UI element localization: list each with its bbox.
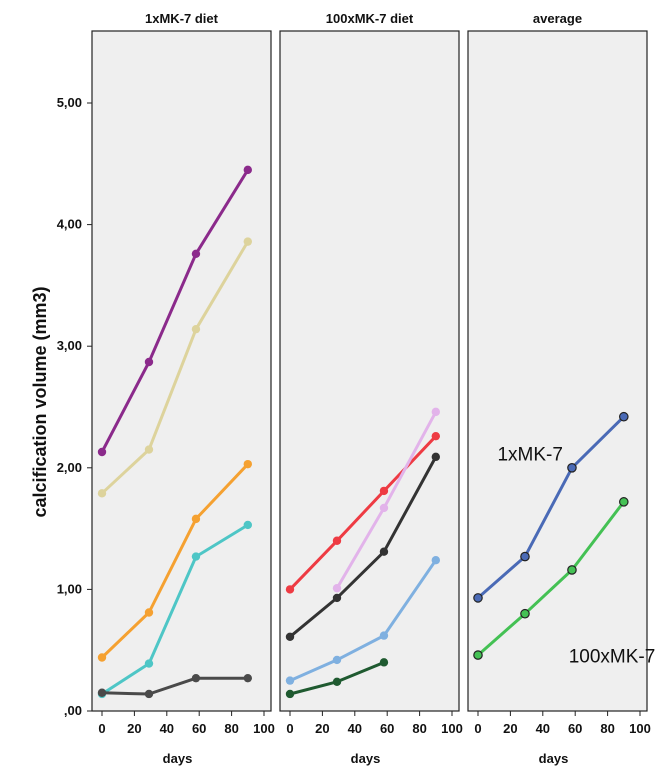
data-point bbox=[144, 689, 154, 699]
data-point bbox=[379, 503, 389, 513]
data-point bbox=[285, 632, 295, 642]
data-point bbox=[191, 514, 201, 524]
data-point bbox=[144, 445, 154, 454]
y-axis-title: calcification volume (mm3) bbox=[30, 286, 50, 517]
data-point bbox=[285, 585, 295, 594]
data-point bbox=[97, 447, 107, 457]
x-tick-label: 100 bbox=[441, 721, 463, 736]
x-axis-title: days bbox=[163, 751, 193, 766]
x-axis-title: days bbox=[351, 751, 381, 766]
data-point bbox=[332, 677, 342, 687]
x-tick-label: 100 bbox=[629, 721, 651, 736]
data-point bbox=[473, 650, 483, 660]
data-point bbox=[379, 658, 389, 667]
data-point bbox=[473, 593, 483, 603]
series-line bbox=[288, 455, 438, 639]
x-axis-title: days bbox=[539, 751, 569, 766]
data-point bbox=[243, 673, 252, 683]
x-tick-label: 0 bbox=[286, 721, 293, 736]
data-point bbox=[191, 552, 201, 561]
panel-3: average 0 20 40 60 80 100 days 1xMK-7 100xMK-7 bbox=[467, 11, 656, 766]
x-tick-label: 0 bbox=[474, 721, 481, 736]
data-point bbox=[379, 547, 389, 556]
x-tick-label: 80 bbox=[600, 721, 614, 736]
series-annotation: 1xMK-7 bbox=[497, 445, 562, 466]
series-line bbox=[100, 462, 250, 659]
data-point bbox=[243, 165, 252, 175]
y-tick-label: 5,00 bbox=[57, 95, 82, 110]
data-point bbox=[243, 520, 252, 530]
series-line bbox=[100, 523, 250, 696]
panel-background bbox=[467, 30, 648, 712]
data-point bbox=[243, 459, 252, 469]
data-point bbox=[332, 593, 342, 603]
data-point bbox=[285, 676, 295, 685]
y-tick-label: ,00 bbox=[64, 703, 82, 718]
data-point bbox=[520, 608, 530, 619]
data-point bbox=[144, 608, 154, 617]
data-point bbox=[431, 556, 440, 565]
data-point bbox=[97, 489, 107, 498]
data-point bbox=[567, 565, 577, 575]
y-tick-label: 2,00 bbox=[57, 460, 82, 475]
series-annotation: 100xMK-7 bbox=[569, 646, 656, 667]
series-line bbox=[100, 676, 250, 696]
y-tick-label: 1,00 bbox=[57, 581, 82, 596]
data-point bbox=[431, 452, 440, 462]
panel-1: 1xMK-7 diet 0 20 40 60 80 100 days bbox=[91, 11, 275, 766]
data-point bbox=[285, 689, 295, 699]
series-line bbox=[100, 240, 250, 495]
panel-title: 1xMK-7 diet bbox=[145, 11, 219, 26]
data-point bbox=[618, 497, 629, 507]
x-tick-label: 40 bbox=[536, 721, 550, 736]
data-point bbox=[379, 486, 389, 496]
data-point bbox=[431, 431, 440, 441]
series-line bbox=[476, 500, 626, 657]
series-line bbox=[288, 434, 438, 591]
panel-title: 100xMK-7 diet bbox=[326, 11, 414, 26]
data-point bbox=[520, 551, 530, 562]
data-point bbox=[97, 653, 107, 662]
data-point bbox=[431, 407, 440, 417]
data-point bbox=[332, 583, 342, 593]
data-point bbox=[144, 659, 154, 668]
x-tick-label: 80 bbox=[224, 721, 238, 736]
x-tick-label: 60 bbox=[192, 721, 206, 736]
data-point bbox=[567, 462, 577, 473]
panel-title: average bbox=[533, 11, 582, 26]
x-tick-label: 60 bbox=[568, 721, 582, 736]
x-tick-label: 20 bbox=[315, 721, 329, 736]
data-point bbox=[144, 357, 154, 367]
data-point bbox=[332, 536, 342, 545]
series-line bbox=[100, 168, 250, 454]
data-point bbox=[191, 673, 201, 683]
series-line bbox=[288, 558, 438, 683]
x-tick-label: 60 bbox=[380, 721, 394, 736]
panel-2: 100xMK-7 diet 0 20 40 60 80 100 days bbox=[279, 11, 463, 766]
y-tick-label: 4,00 bbox=[57, 217, 82, 232]
data-point bbox=[379, 631, 389, 640]
x-tick-label: 80 bbox=[412, 721, 426, 736]
x-tick-label: 20 bbox=[503, 721, 517, 736]
data-point bbox=[618, 411, 629, 422]
data-point bbox=[191, 249, 201, 258]
panel-background bbox=[279, 30, 460, 712]
x-tick-label: 20 bbox=[127, 721, 141, 736]
x-tick-label: 100 bbox=[253, 721, 275, 736]
y-tick-label: 3,00 bbox=[57, 338, 82, 353]
data-point bbox=[332, 655, 342, 665]
x-tick-label: 40 bbox=[348, 721, 362, 736]
x-tick-label: 40 bbox=[160, 721, 174, 736]
panel-background bbox=[91, 30, 272, 712]
x-tick-label: 0 bbox=[98, 721, 105, 736]
data-point bbox=[243, 237, 252, 246]
data-point bbox=[97, 688, 107, 697]
data-point bbox=[191, 324, 201, 334]
series-line bbox=[476, 415, 626, 600]
